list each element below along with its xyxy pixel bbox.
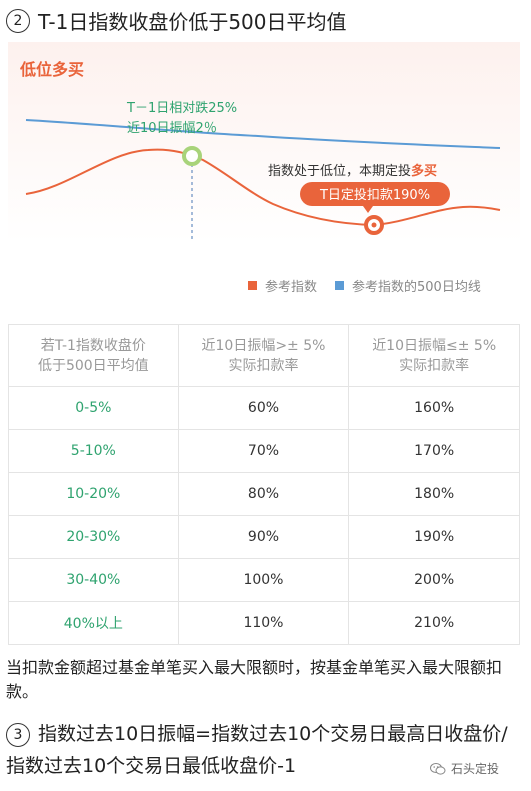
legend-item-index: 参考指数 xyxy=(248,276,317,295)
section-number-badge: 2 xyxy=(6,8,30,33)
chart-background xyxy=(8,42,520,242)
legend-label-avg: 参考指数的500日均线 xyxy=(352,280,481,295)
section-title: T-1日指数收盘价低于500日平均值 xyxy=(38,10,347,34)
header-line: 若T-1指数收盘价 xyxy=(40,337,146,354)
index-line xyxy=(25,148,501,227)
chart-heading: 低位多买 xyxy=(19,60,84,79)
account-watermark: 石头定投 xyxy=(430,760,499,777)
cell-high-amp-rate: 70% xyxy=(177,429,350,473)
table-row: 40%以上 110% 210% xyxy=(8,601,520,645)
callout-low-text-main: 指数处于低位，本期定投 xyxy=(268,163,411,179)
badge-pointer xyxy=(363,206,373,213)
cell-range: 10-20% xyxy=(8,472,179,516)
header-line: 低于500日平均值 xyxy=(37,357,149,374)
wechat-icon xyxy=(430,762,446,775)
callout-drop-text: T－1日相对跌25% xyxy=(126,100,237,116)
deduction-rate-table: 若T-1指数收盘价 低于500日平均值 近10日振幅>± 5% 实际扣款率 近1… xyxy=(8,324,520,645)
deduct-badge-text: T日定投扣款190% xyxy=(319,187,430,203)
cell-high-amp-rate: 110% xyxy=(177,601,350,645)
cell-low-amp-rate: 210% xyxy=(348,601,520,645)
callout-amplitude-text: 近10日振幅2％ xyxy=(127,121,217,136)
header-low-amplitude: 近10日振幅≤± 5% 实际扣款率 xyxy=(348,324,520,387)
table-row: 0-5% 60% 160% xyxy=(8,386,520,430)
limit-note: 当扣款金额超过基金单笔买入最大限额时，按基金单笔买入最大限额扣款。 xyxy=(6,658,503,701)
cell-range: 40%以上 xyxy=(8,601,179,645)
header-line: 近10日振幅≤± 5% xyxy=(372,337,497,354)
table-header-row: 若T-1指数收盘价 低于500日平均值 近10日振幅>± 5% 实际扣款率 近1… xyxy=(8,324,520,387)
header-high-amplitude: 近10日振幅>± 5% 实际扣款率 xyxy=(177,324,350,387)
section-3-paragraph: 3 指数过去10日振幅=指数过去10个交易日最高日收盘价/指数过去10个交易日最低… xyxy=(6,718,526,782)
cell-low-amp-rate: 170% xyxy=(348,429,520,473)
chart-svg: 低位多买 T－1日相对跌25% 近10日振幅2％ 指数处于低位，本期定投多买 T… xyxy=(8,42,520,242)
chart-legend: 参考指数 参考指数的500日均线 xyxy=(248,276,499,295)
table-row: 5-10% 70% 170% xyxy=(8,429,520,473)
section-2-header: 2 T-1日指数收盘价低于500日平均值 xyxy=(6,6,347,35)
legend-label-index: 参考指数 xyxy=(265,280,318,295)
cell-high-amp-rate: 100% xyxy=(177,558,350,602)
cell-range: 0-5% xyxy=(8,386,179,430)
section-3-text: 指数过去10日振幅=指数过去10个交易日最高日收盘价/指数过去10个交易日最低收… xyxy=(6,723,508,777)
header-line: 近10日振幅>± 5% xyxy=(201,337,326,354)
callout-low-text: 指数处于低位，本期定投多买 xyxy=(268,163,437,179)
table-row: 10-20% 80% 180% xyxy=(8,472,520,516)
cell-low-amp-rate: 160% xyxy=(348,386,520,430)
cell-range: 30-40% xyxy=(8,558,179,602)
cell-high-amp-rate: 60% xyxy=(177,386,350,430)
cell-range: 20-30% xyxy=(8,515,179,559)
table-row: 30-40% 100% 200% xyxy=(8,558,520,602)
deduct-badge xyxy=(300,182,450,206)
watermark-label: 石头定投 xyxy=(451,762,500,776)
section-number-badge: 3 xyxy=(6,722,30,747)
header-drop-range: 若T-1指数收盘价 低于500日平均值 xyxy=(8,324,179,387)
green-point-marker xyxy=(182,146,202,166)
legend-swatch-index xyxy=(248,281,257,290)
cell-low-amp-rate: 200% xyxy=(348,558,520,602)
cell-low-amp-rate: 180% xyxy=(348,472,520,516)
cell-low-amp-rate: 190% xyxy=(348,515,520,559)
table-row: 20-30% 90% 190% xyxy=(8,515,520,559)
legend-item-avg: 参考指数的500日均线 xyxy=(335,276,481,295)
header-line: 实际扣款率 xyxy=(228,357,299,374)
red-point-dot xyxy=(371,222,377,228)
cell-high-amp-rate: 80% xyxy=(177,472,350,516)
cell-high-amp-rate: 90% xyxy=(177,515,350,559)
legend-swatch-avg xyxy=(335,281,345,290)
avg-line xyxy=(25,119,501,149)
callout-low-emphasis: 多买 xyxy=(411,163,437,179)
cell-range: 5-10% xyxy=(8,429,179,473)
low-position-chart: 低位多买 T－1日相对跌25% 近10日振幅2％ 指数处于低位，本期定投多买 T… xyxy=(8,42,520,245)
header-line: 实际扣款率 xyxy=(399,357,470,374)
